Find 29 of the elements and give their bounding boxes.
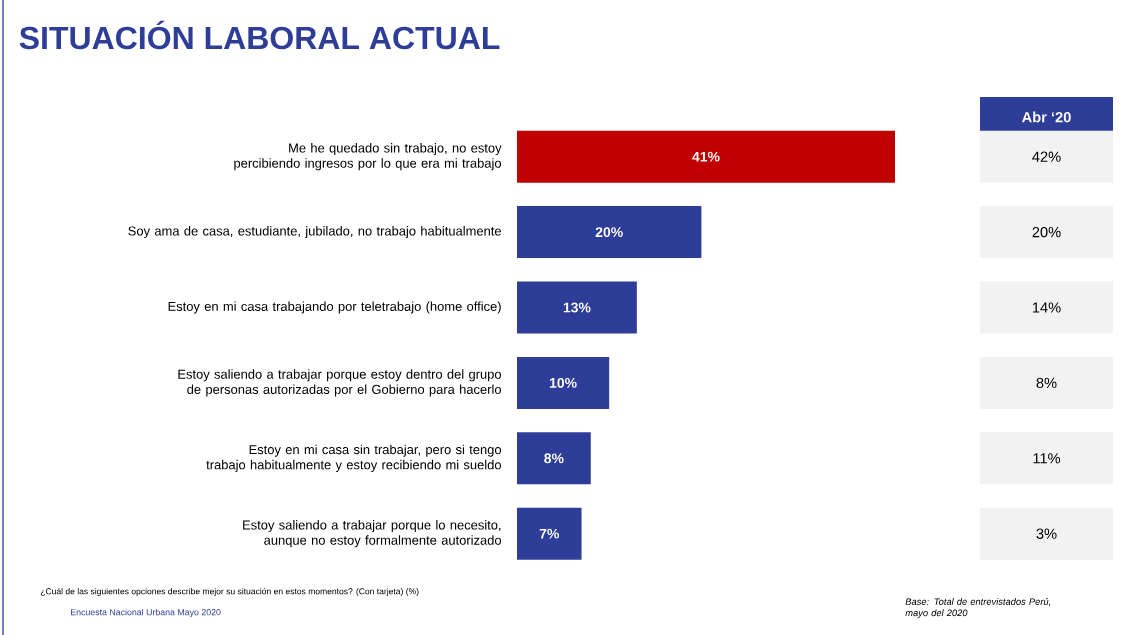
- y-tick-label: Soy ama de casa, estudiante, jubilado, no trabajo habitualmente: [128, 226, 501, 239]
- text: 11%: [1033, 453, 1061, 464]
- data-label: 8%: [544, 453, 564, 464]
- y-tick-label: Me he quedado sin trabajo, no estoy percibiendo ingresos por lo que era mi trabajo: [234, 143, 502, 171]
- data-label: 10%: [549, 377, 577, 388]
- y-tick-label: Estoy saliendo a trabajar porque lo necesito, aunque no estoy formalmente autorizado: [243, 520, 502, 548]
- text: SITUACIÓN LABORAL ACTUAL: [19, 20, 500, 50]
- text: 42%: [1032, 151, 1061, 162]
- y-tick-label: Estoy en mi casa sin trabajar, pero si tengo trabajo habitualmente y estoy recibiendo mi sueldo: [206, 444, 502, 472]
- data-label: 20%: [595, 227, 623, 238]
- bar: [517, 507, 582, 560]
- text: ¿Cuál de las siguientes opciones describe mejor su situación en estos momentos? (Con tarjeta) (%): [40, 587, 419, 597]
- text: 20%: [1032, 226, 1061, 238]
- bar: [517, 356, 610, 409]
- bar: [517, 130, 895, 183]
- bar: [517, 432, 591, 485]
- data-label: 7%: [539, 528, 559, 539]
- text: 3%: [1036, 528, 1057, 539]
- y-tick-label: Estoy saliendo a trabajar porque estoy dentro del grupo de personas autorizadas por el Gobierno para hacerlo: [178, 369, 502, 397]
- text: Base: Total de entrevistados Perú, mayo del 2020: [905, 598, 1051, 619]
- data-label: 41%: [692, 151, 720, 162]
- y-tick-label: Estoy en mi casa trabajando por teletrabajo (home office): [168, 301, 501, 314]
- bar: [517, 206, 702, 259]
- text: 14%: [1032, 302, 1061, 313]
- data-label: 13%: [563, 302, 591, 313]
- text: Abr ‘20: [1022, 111, 1071, 123]
- text: Encuesta Nacional Urbana Mayo 2020: [71, 608, 221, 618]
- bar: [517, 281, 637, 334]
- text: 8%: [1036, 377, 1057, 389]
